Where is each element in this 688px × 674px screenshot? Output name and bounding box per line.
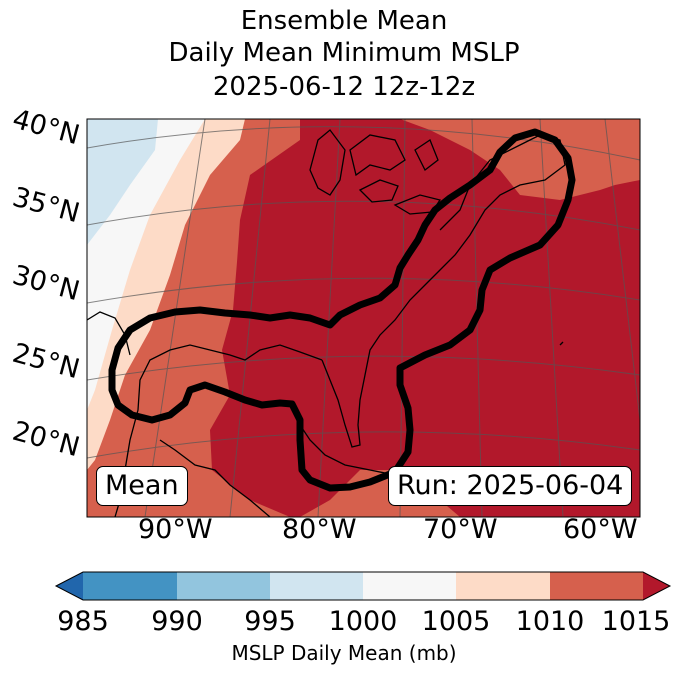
colorbar-segment-990-995 <box>177 572 270 600</box>
colorbar-segment-1005-1010 <box>456 572 550 600</box>
field-995-1000 <box>87 119 158 245</box>
lon-label-70w: 70°W <box>423 514 498 545</box>
lon-label-80w: 80°W <box>282 514 357 545</box>
colorbar-segment-1010-1015 <box>550 572 643 600</box>
field-1010-1015-northeast <box>400 119 640 200</box>
lon-label-60w: 60°W <box>563 514 638 545</box>
title-line-2: Daily Mean Minimum MSLP <box>168 38 520 68</box>
colorbar-tick-1005: 1005 <box>421 606 491 637</box>
lon-label-90w: 90°W <box>138 514 213 545</box>
mean-label-box: Mean <box>96 466 188 506</box>
map-frame <box>86 118 641 518</box>
colorbar-tick-1010: 1010 <box>515 606 585 637</box>
title-line-3: 2025-06-12 12z-12z <box>212 72 476 102</box>
colorbar-extend-low <box>56 572 83 600</box>
colorbar-tick-995: 995 <box>244 606 296 637</box>
colorbar-tick-1015: 1015 <box>601 606 671 637</box>
colorbar-label: MSLP Daily Mean (mb) <box>231 641 457 665</box>
colorbar-segment-995-1000 <box>270 572 363 600</box>
colorbar-tick-990: 990 <box>151 606 203 637</box>
ensemble-contour <box>108 128 576 492</box>
colorbar-extend-high <box>643 572 670 600</box>
colorbar <box>54 571 672 601</box>
colorbar-segment-1000-1005 <box>363 572 456 600</box>
title-line-1: Ensemble Mean <box>240 6 448 36</box>
colorbar-segment-985-990 <box>83 572 177 600</box>
colorbar-tick-985: 985 <box>57 606 109 637</box>
run-label-box: Run: 2025-06-04 <box>388 466 633 506</box>
map-panel <box>87 119 640 517</box>
colorbar-tick-1000: 1000 <box>328 606 398 637</box>
